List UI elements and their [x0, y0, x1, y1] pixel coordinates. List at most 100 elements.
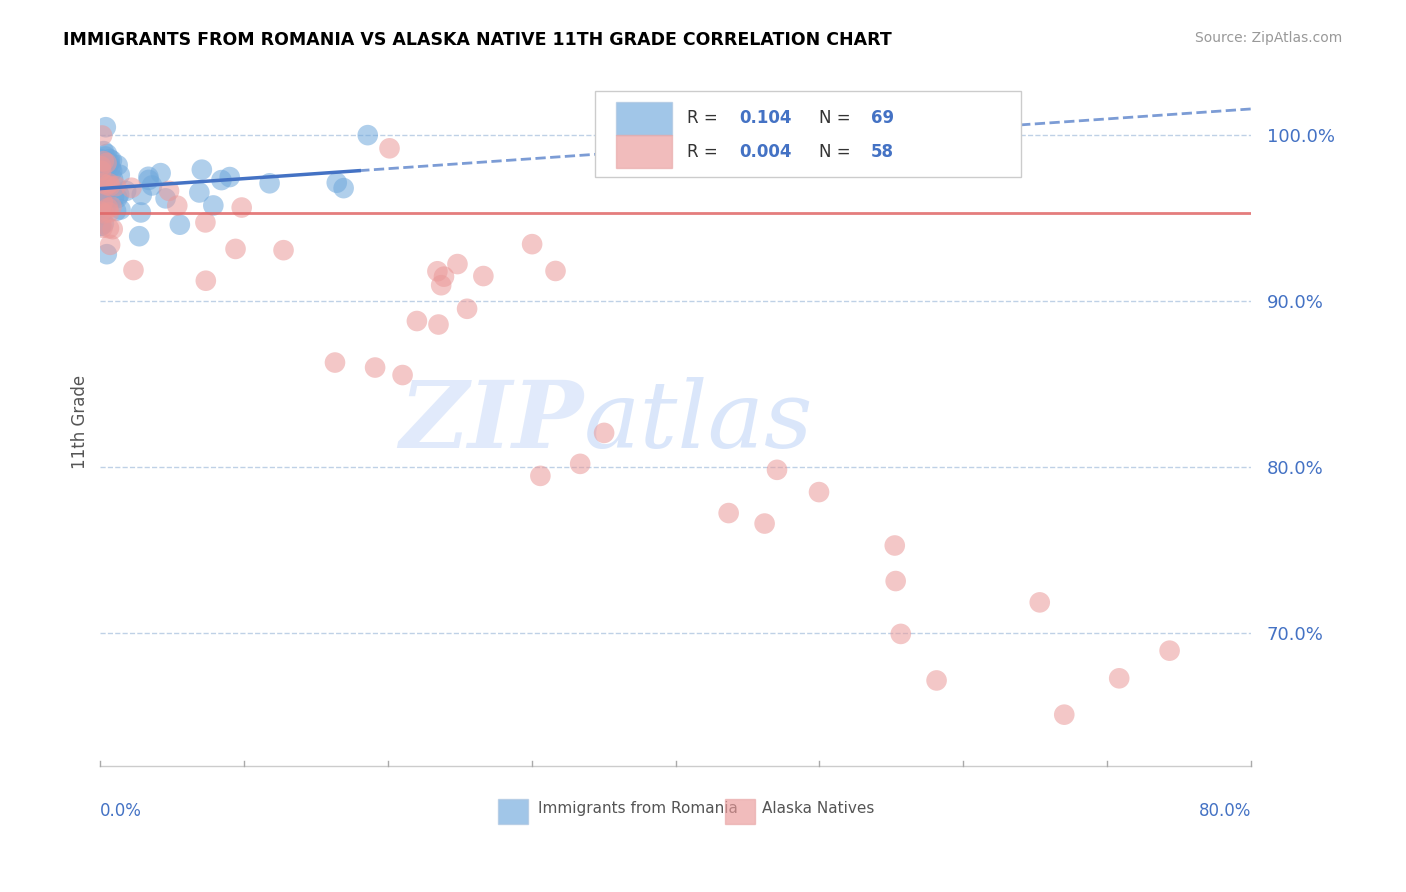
Point — [131, 187, 153, 202]
Point — [110, 202, 132, 217]
FancyBboxPatch shape — [725, 799, 755, 823]
Point — [122, 263, 145, 277]
Point — [202, 198, 225, 212]
Point — [98, 155, 121, 169]
Point — [378, 141, 401, 155]
Point — [94, 194, 117, 209]
Point — [121, 180, 143, 194]
Point — [94, 149, 117, 163]
Point — [101, 222, 124, 236]
Point — [93, 161, 115, 176]
Point — [754, 516, 776, 531]
Point — [717, 506, 740, 520]
Point — [98, 237, 121, 252]
Point — [433, 269, 456, 284]
Point — [90, 204, 112, 219]
Text: Alaska Natives: Alaska Natives — [762, 801, 875, 816]
Point — [91, 220, 114, 235]
Point — [808, 485, 831, 500]
Point — [218, 170, 240, 185]
Text: N =: N = — [820, 143, 856, 161]
Point — [107, 158, 129, 172]
Point — [90, 163, 112, 178]
Point — [91, 177, 114, 191]
Text: IMMIGRANTS FROM ROMANIA VS ALASKA NATIVE 11TH GRADE CORRELATION CHART: IMMIGRANTS FROM ROMANIA VS ALASKA NATIVE… — [63, 31, 891, 49]
Point — [100, 160, 122, 174]
Point — [211, 173, 233, 187]
Point — [357, 128, 380, 142]
Point — [91, 128, 114, 143]
Point — [91, 173, 114, 187]
Point — [93, 188, 115, 202]
Point — [97, 159, 120, 173]
Point — [101, 153, 124, 168]
Point — [90, 219, 112, 233]
Point — [90, 219, 112, 233]
Point — [91, 167, 114, 181]
Point — [94, 201, 117, 215]
Point — [94, 162, 117, 177]
Point — [91, 191, 114, 205]
Point — [90, 186, 112, 201]
Point — [273, 243, 295, 257]
Point — [129, 205, 152, 219]
Point — [100, 200, 122, 214]
Point — [93, 181, 115, 195]
Point — [1108, 671, 1130, 685]
Text: 58: 58 — [872, 143, 894, 161]
Point — [472, 268, 495, 283]
Point — [427, 318, 450, 332]
Point — [90, 183, 112, 197]
Point — [108, 187, 131, 202]
Point — [93, 154, 115, 169]
Point — [364, 360, 387, 375]
Point — [96, 247, 118, 261]
Point — [529, 468, 551, 483]
Text: Source: ZipAtlas.com: Source: ZipAtlas.com — [1195, 31, 1343, 45]
FancyBboxPatch shape — [595, 91, 1021, 178]
Point — [1029, 595, 1052, 609]
Point — [406, 314, 429, 328]
Point — [259, 176, 281, 190]
Text: atlas: atlas — [583, 376, 813, 467]
Point — [90, 174, 112, 188]
Point — [890, 627, 912, 641]
Point — [925, 673, 948, 688]
Point — [105, 203, 128, 218]
Point — [96, 178, 118, 193]
Point — [332, 181, 354, 195]
Point — [128, 229, 150, 244]
Text: 69: 69 — [872, 110, 894, 128]
Point — [98, 152, 121, 166]
Point — [169, 218, 191, 232]
Point — [103, 190, 125, 204]
Text: N =: N = — [820, 110, 856, 128]
Point — [157, 184, 180, 198]
Point — [93, 206, 115, 220]
Point — [90, 163, 112, 178]
Point — [149, 166, 172, 180]
Point — [138, 169, 160, 184]
Point — [326, 176, 349, 190]
Point — [593, 425, 616, 440]
Point — [430, 278, 453, 293]
Point — [225, 242, 247, 256]
Text: 0.004: 0.004 — [738, 143, 792, 161]
Point — [1053, 707, 1076, 722]
Point — [569, 457, 592, 471]
Text: 0.0%: 0.0% — [100, 802, 142, 821]
Point — [90, 188, 112, 202]
Point — [1159, 643, 1181, 657]
Point — [883, 539, 905, 553]
Point — [90, 159, 112, 173]
Y-axis label: 11th Grade: 11th Grade — [72, 375, 89, 468]
Point — [94, 120, 117, 135]
Point — [191, 162, 214, 177]
Point — [90, 197, 112, 211]
Point — [96, 156, 118, 170]
Point — [98, 178, 121, 193]
Point — [98, 205, 121, 219]
Point — [426, 264, 449, 278]
Point — [90, 152, 112, 166]
Point — [456, 301, 478, 316]
